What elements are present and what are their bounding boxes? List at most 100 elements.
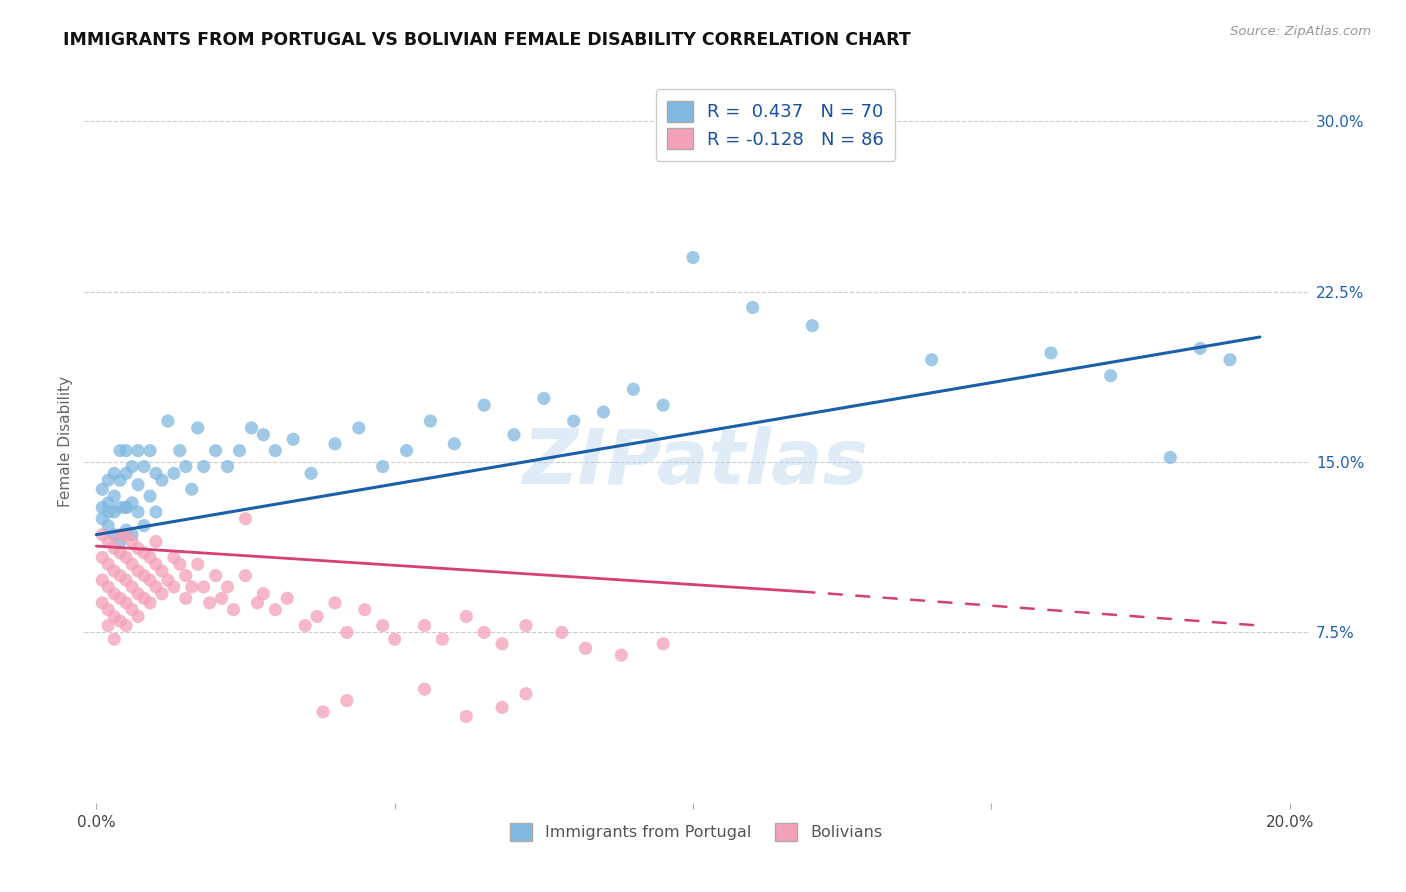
Point (621, 382, 644, 396)
Text: Source: ZipAtlas.com: Source: ZipAtlas.com (1230, 25, 1371, 38)
Point (145, 467, 167, 481)
Point (395, 443, 418, 458)
Point (163, 550, 186, 565)
Text: IMMIGRANTS FROM PORTUGAL VS BOLIVIAN FEMALE DISABILITY CORRELATION CHART: IMMIGRANTS FROM PORTUGAL VS BOLIVIAN FEM… (63, 31, 911, 49)
Point (127, 505, 149, 519)
Point (156, 573, 179, 587)
Point (503, 427, 526, 442)
Point (193, 459, 215, 474)
Point (115, 596, 138, 610)
Point (108, 614, 131, 628)
Point (371, 618, 394, 632)
Point (801, 318, 824, 333)
Point (91, 550, 114, 565)
Point (294, 618, 316, 632)
Point (156, 414, 179, 428)
Point (515, 618, 537, 632)
Point (174, 591, 197, 606)
Point (139, 573, 162, 587)
Point (103, 505, 125, 519)
Point (652, 637, 675, 651)
Point (235, 568, 257, 582)
Point (264, 602, 287, 616)
Point (491, 637, 513, 651)
Point (193, 580, 215, 594)
Point (347, 421, 370, 435)
Point (145, 580, 167, 594)
Point (132, 546, 155, 560)
Point (574, 641, 596, 656)
Point (187, 421, 209, 435)
Point (115, 527, 138, 541)
Point (240, 421, 263, 435)
Point (115, 523, 138, 537)
Point (103, 489, 125, 503)
Point (145, 558, 167, 572)
Point (283, 432, 305, 446)
Point (139, 550, 162, 565)
Point (121, 558, 143, 572)
Point (592, 405, 614, 419)
Point (91, 573, 114, 587)
Point (127, 587, 149, 601)
Point (353, 602, 375, 616)
Point (180, 482, 202, 496)
Point (741, 301, 763, 315)
Point (235, 512, 257, 526)
Point (139, 489, 162, 503)
Point (108, 500, 131, 515)
Point (180, 580, 202, 594)
Point (246, 596, 269, 610)
Point (139, 443, 162, 458)
Point (108, 473, 131, 487)
Point (132, 568, 155, 582)
Point (145, 505, 167, 519)
Point (139, 596, 162, 610)
Point (127, 541, 149, 556)
Point (174, 568, 197, 582)
Point (115, 573, 138, 587)
Point (217, 459, 239, 474)
Point (491, 700, 513, 714)
Point (211, 591, 233, 606)
Point (174, 459, 197, 474)
Point (228, 443, 250, 458)
Point (115, 443, 138, 458)
Point (91, 527, 114, 541)
Point (108, 546, 131, 560)
Point (299, 467, 322, 481)
Y-axis label: Female Disability: Female Disability (58, 376, 73, 508)
Point (443, 437, 465, 451)
Point (103, 587, 125, 601)
Point (150, 473, 173, 487)
Point (97, 558, 120, 572)
Point (97, 618, 120, 632)
Point (515, 687, 537, 701)
Point (610, 648, 633, 662)
Legend: Immigrants from Portugal, Bolivians: Immigrants from Portugal, Bolivians (502, 814, 890, 849)
Point (91, 500, 114, 515)
Point (921, 352, 943, 367)
Point (121, 602, 143, 616)
Point (121, 534, 143, 549)
Point (108, 527, 131, 541)
Point (652, 398, 675, 412)
Point (115, 500, 138, 515)
Point (1189, 342, 1212, 356)
Point (217, 580, 239, 594)
Point (97, 505, 120, 519)
Point (127, 609, 149, 624)
Point (456, 709, 478, 723)
Point (187, 558, 209, 572)
Point (103, 527, 125, 541)
Point (682, 251, 704, 265)
Point (276, 591, 298, 606)
Point (115, 618, 138, 632)
Point (371, 459, 394, 474)
Point (169, 558, 191, 572)
Point (97, 473, 120, 487)
Point (1099, 368, 1122, 383)
Point (127, 477, 149, 491)
Point (91, 482, 114, 496)
Point (97, 580, 120, 594)
